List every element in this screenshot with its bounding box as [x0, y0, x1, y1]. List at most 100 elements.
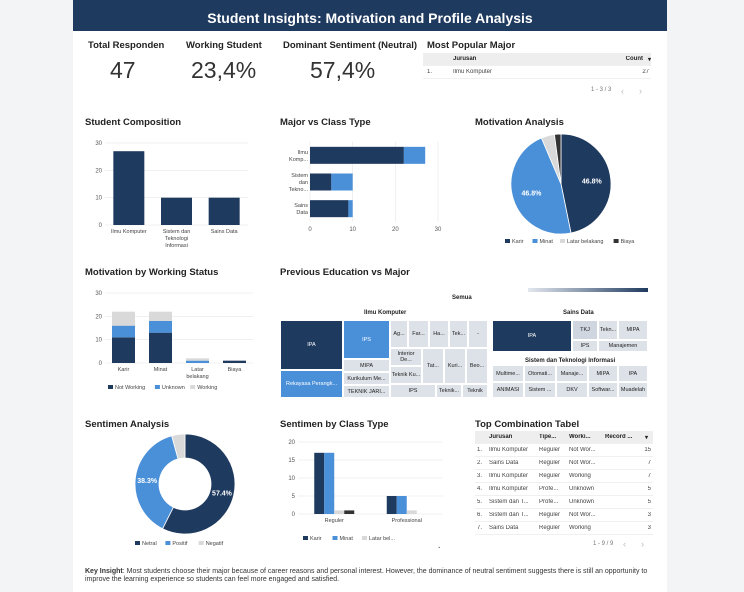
table-row[interactable]: 1. Ilmu Komputer Reguler Not Wor... 15	[475, 444, 653, 457]
composition-title: Student Composition	[85, 117, 182, 128]
treemap-cell[interactable]: ANIMASI	[492, 382, 524, 398]
next-page-icon[interactable]: ›	[641, 539, 644, 549]
right-margin	[667, 0, 744, 592]
treemap-cell[interactable]: Tek...	[449, 320, 468, 348]
treemap-cell[interactable]: IPS	[343, 320, 390, 359]
x-tick-label: Minat	[154, 367, 168, 373]
treemap-cell[interactable]: MIPA	[618, 320, 648, 340]
bar	[186, 360, 209, 363]
top-combo-title: Top Combination Tabel	[475, 419, 580, 430]
treemap-cell[interactable]: IPA	[280, 320, 343, 370]
treemap-cell[interactable]: -	[468, 320, 488, 348]
x-tick-label: Teknologi	[165, 236, 188, 242]
treemap-cell[interactable]: IPA	[492, 320, 572, 352]
col-header-tipe[interactable]: Tipe...	[539, 434, 557, 440]
table-cell: 4.	[477, 486, 483, 492]
x-tick-label: Karir	[118, 367, 130, 373]
treemap-cell[interactable]: Manajemen	[598, 340, 648, 352]
treemap-cell[interactable]: Kuri...	[444, 348, 466, 384]
treemap-cell[interactable]: IPA	[618, 365, 648, 382]
kpi-title-total: Total Responden	[88, 40, 165, 51]
legend-swatch	[505, 239, 510, 243]
table-cell: Working	[569, 473, 591, 479]
col-header-jurusan[interactable]: Jurusan	[489, 434, 513, 440]
table-row[interactable]: 1. Ilmu Komputer 27	[423, 66, 651, 79]
treemap-cell[interactable]: Softwar...	[588, 382, 618, 398]
bar	[348, 200, 353, 218]
bar	[331, 173, 353, 191]
treemap-cell[interactable]: TKJ	[572, 320, 598, 340]
sent-class-chart: 0 5 10 15 20 Reguler Professional Karir Minat Lat…	[288, 440, 443, 548]
motivation-chart: 46.8% 46.8% Karir Minat Latar belakang Biaya	[505, 133, 635, 245]
col-header-record[interactable]: Record ...	[605, 434, 633, 440]
bar	[112, 325, 135, 338]
treemap-cell[interactable]: Otomati...	[524, 365, 556, 382]
legend-swatch	[532, 239, 538, 243]
table-cell: Reguler	[539, 460, 561, 466]
legend-swatch	[332, 536, 338, 540]
treemap-cell[interactable]: MIPA	[588, 365, 618, 382]
treemap-cell[interactable]: DKV	[556, 382, 588, 398]
pie-slice	[162, 433, 236, 535]
bar	[112, 311, 135, 326]
bar	[112, 337, 135, 363]
treemap-cell[interactable]: Muadelah	[618, 382, 648, 398]
sort-icon[interactable]: ▾	[647, 56, 651, 63]
table-cell: Ilmu Komputer	[489, 447, 529, 453]
treemap-cell[interactable]: Tat...	[422, 348, 444, 384]
legend-label: Minat	[340, 536, 354, 542]
treemap-cell[interactable]: Multime...	[492, 365, 524, 382]
bar	[310, 173, 332, 191]
table-cell: 7	[647, 473, 651, 479]
treemap-cell[interactable]: IPS	[572, 340, 598, 352]
prev-page-icon[interactable]: ‹	[623, 539, 626, 549]
col-header-working[interactable]: Worki...	[569, 434, 591, 440]
data-label: 38.3%	[137, 478, 158, 485]
treemap-cell[interactable]: Teknik	[462, 384, 488, 398]
table-row[interactable]: 7. Sains Data Reguler Working 3	[475, 522, 653, 535]
treemap-cell[interactable]: Manaje...	[556, 365, 588, 382]
table-row[interactable]: 5. Sistem dan T... Profe... Unknown 5	[475, 496, 653, 509]
treemap-cell[interactable]: Rekayasa Perangk...	[280, 370, 343, 398]
treemap-cell[interactable]: Tekn...	[598, 320, 618, 340]
sort-icon[interactable]: ▾	[645, 434, 649, 441]
treemap-cell[interactable]: Ha...	[429, 320, 449, 348]
kpi-value-working: 23,4%	[191, 57, 257, 83]
y-tick-label: 0	[99, 361, 103, 367]
table-cell: Reguler	[539, 473, 561, 479]
y-tick-label: 10	[95, 196, 102, 202]
table-row[interactable]: 2. Sains Data Reguler Not Wor... 7	[475, 457, 653, 470]
table-cell: Unknown	[569, 486, 595, 492]
page-title: Student Insights: Motivation and Profile…	[73, 0, 667, 31]
table-cell: Unknown	[569, 499, 595, 505]
treemap-cell[interactable]: TEKNIK JARI...	[343, 385, 390, 398]
table-cell: 3	[647, 512, 651, 518]
treemap-cell[interactable]: MIPA	[343, 359, 390, 372]
treemap-cell[interactable]: Far...	[408, 320, 429, 348]
table-cell: Reguler	[539, 512, 561, 518]
table-cell: 1.	[477, 447, 483, 453]
next-page-icon[interactable]: ›	[639, 86, 642, 96]
table-row[interactable]: 6. Sistem dan T... Reguler Not Wor... 3	[475, 509, 653, 522]
bar	[113, 151, 145, 225]
treemap-cell[interactable]: Teknik...	[436, 384, 462, 398]
bar	[314, 452, 325, 514]
treemap-cell[interactable]: Interior De...	[390, 348, 422, 366]
treemap-cell[interactable]: Ag...	[390, 320, 408, 348]
x-tick-label: 30	[435, 227, 442, 233]
treemap-root-label: Semua	[452, 295, 472, 301]
table-row[interactable]: 4. Ilmu Komputer Profe... Unknown 5	[475, 483, 653, 496]
y-tick-label: 0	[292, 512, 296, 518]
col-header-count[interactable]: Count	[625, 56, 643, 62]
treemap-cell[interactable]: Beo...	[466, 348, 488, 384]
treemap-cell[interactable]: Sistem ...	[524, 382, 556, 398]
col-header-jurusan[interactable]: Jurusan	[453, 56, 477, 62]
prev-page-icon[interactable]: ‹	[621, 86, 624, 96]
treemap-cell[interactable]: Teknik Ku...	[390, 366, 422, 384]
treemap-cell[interactable]: Kurikulum Me...	[343, 372, 390, 385]
treemap-cell[interactable]: IPS	[390, 384, 436, 398]
table-row[interactable]: 3. Ilmu Komputer Reguler Working 7	[475, 470, 653, 483]
y-tick-label: 30	[95, 291, 102, 297]
report-page: Student Insights: Motivation and Profile…	[73, 0, 667, 592]
